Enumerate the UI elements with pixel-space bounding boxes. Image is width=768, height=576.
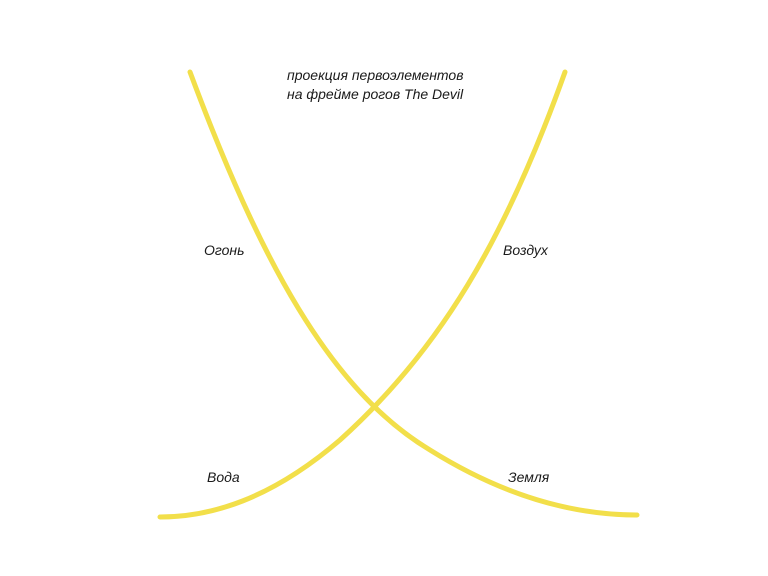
label-fire: Огонь bbox=[204, 242, 245, 258]
caption-line-2: на фрейме рогов The Devil bbox=[287, 86, 464, 102]
label-earth: Земля bbox=[508, 469, 550, 485]
left-horn-curve bbox=[187, 69, 640, 518]
label-water: Вода bbox=[207, 469, 240, 485]
diagram-caption: проекция первоэлементов на фрейме рогов … bbox=[287, 66, 464, 104]
caption-line-1: проекция первоэлементов bbox=[287, 67, 464, 83]
label-air: Воздух bbox=[503, 242, 548, 258]
right-horn-curve bbox=[157, 69, 568, 520]
